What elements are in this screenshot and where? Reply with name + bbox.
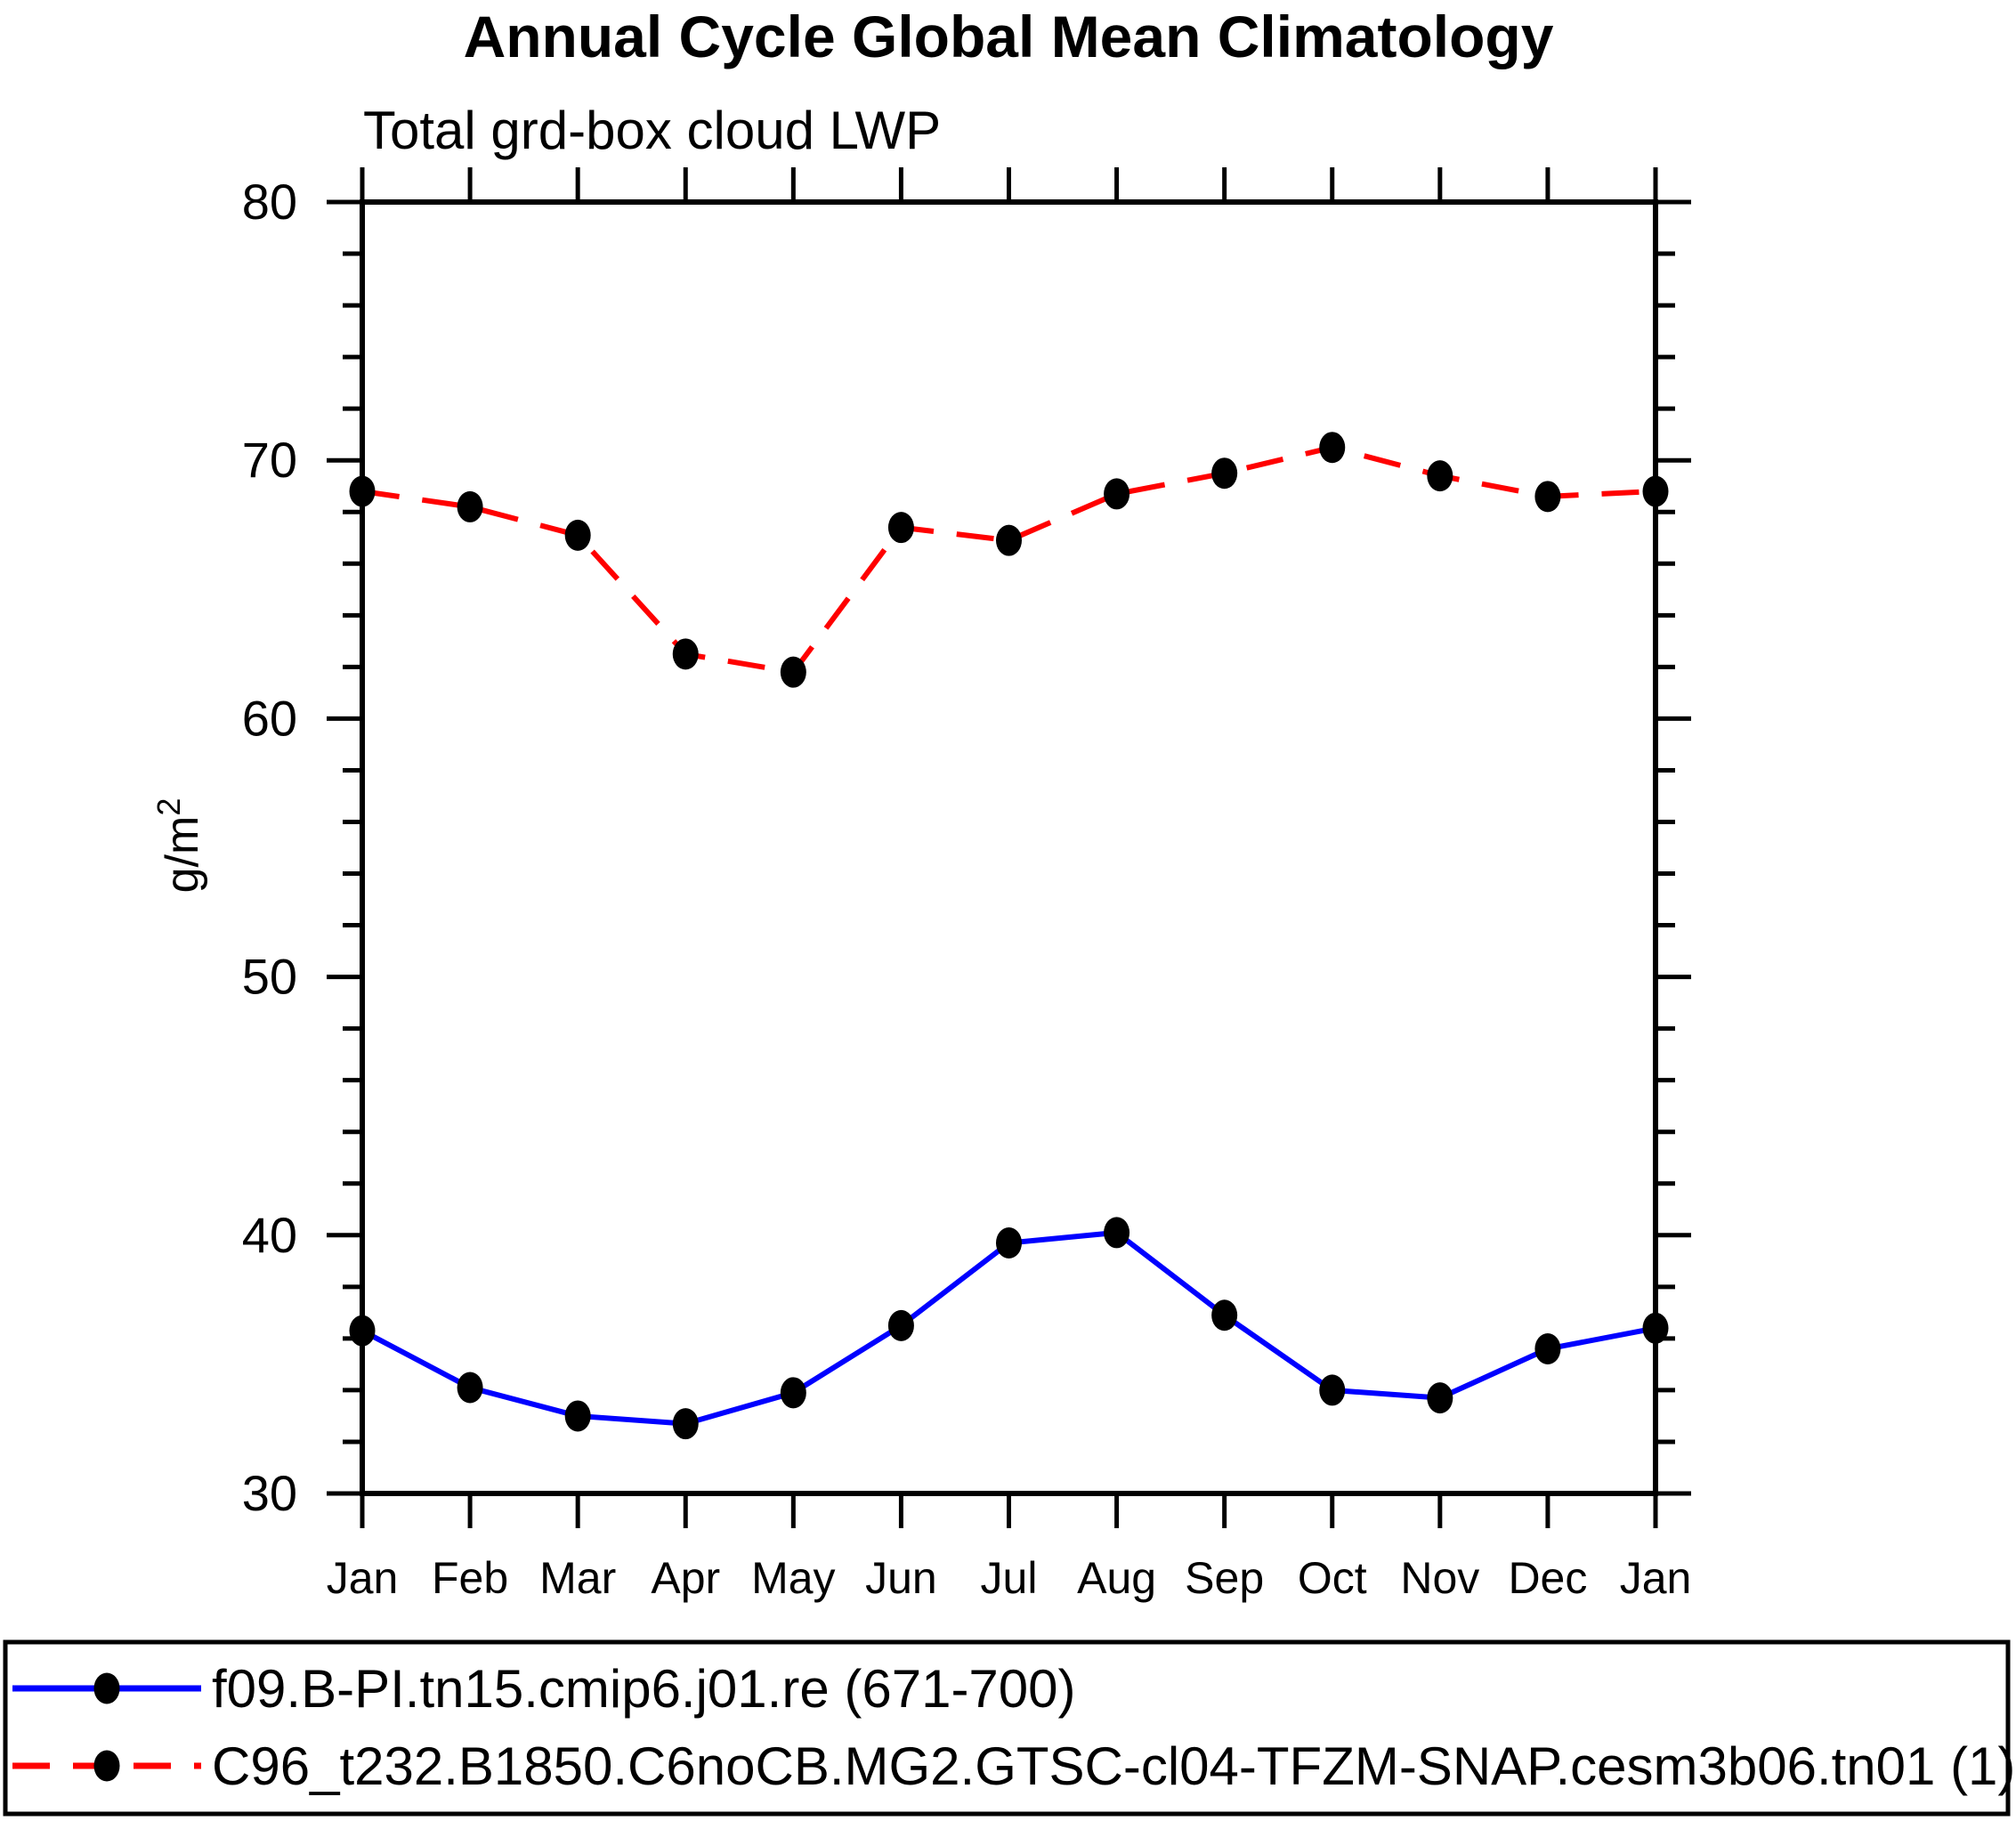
- legend-entry: f09.B-PI.tn15.cmip6.j01.re (671-700): [12, 1659, 1076, 1719]
- data-point-marker: [564, 1400, 591, 1432]
- legend-label: C96_t232.B1850.C6noCB.MG2.GTSC-cl04-TFZM…: [212, 1736, 2015, 1796]
- legend-marker-icon: [93, 1750, 120, 1782]
- legend-label: f09.B-PI.tn15.cmip6.j01.re (671-700): [212, 1659, 1076, 1719]
- x-axis-labels: Jan Feb Mar Apr May Jun Jul Aug Sep Oct Nov Dec Jan: [327, 1553, 1692, 1603]
- y-axis-unit-label: g/m2: [150, 798, 208, 894]
- data-point-marker: [457, 1372, 483, 1404]
- data-point-marker: [1319, 1374, 1346, 1406]
- x-tick-label: Jul: [981, 1553, 1038, 1603]
- data-point-marker: [1534, 481, 1561, 513]
- data-point-marker: [887, 1309, 914, 1341]
- data-point-marker: [1427, 1382, 1453, 1414]
- data-point-marker: [349, 1315, 376, 1347]
- data-point-marker: [1104, 1217, 1130, 1249]
- x-axis-ticks: [360, 167, 1658, 1528]
- plot-frame: [360, 199, 1658, 1496]
- y-tick-label: 80: [242, 174, 297, 230]
- y-tick-label: 30: [242, 1465, 297, 1521]
- data-point-marker: [672, 638, 699, 670]
- data-point-marker: [1211, 457, 1238, 490]
- x-tick-label: Jun: [865, 1553, 937, 1603]
- y-tick-label: 50: [242, 949, 297, 1005]
- data-point-marker: [996, 524, 1022, 556]
- y-axis-unit-base: g/m: [157, 816, 208, 894]
- x-tick-label: Sep: [1185, 1553, 1264, 1603]
- data-point-marker: [1642, 475, 1669, 507]
- legend-entry: C96_t232.B1850.C6noCB.MG2.GTSC-cl04-TFZM…: [12, 1736, 2015, 1796]
- series-line-solid: [360, 1229, 1656, 1427]
- data-point-marker: [457, 490, 483, 522]
- data-point-marker: [887, 512, 914, 544]
- data-point-marker: [780, 1377, 806, 1409]
- data-point-marker: [1642, 1312, 1669, 1344]
- x-tick-label: Oct: [1298, 1553, 1367, 1603]
- x-tick-label: Mar: [539, 1553, 616, 1603]
- y-tick-label: 70: [242, 432, 297, 488]
- data-point-marker: [672, 1408, 699, 1440]
- chart-subtitle: Total grd-box cloud LWP: [363, 101, 941, 160]
- y-tick-label: 60: [242, 690, 297, 746]
- data-point-marker: [1211, 1299, 1238, 1331]
- data-point-marker: [1319, 432, 1346, 464]
- data-point-marker: [780, 656, 806, 688]
- legend-marker-icon: [93, 1672, 120, 1704]
- x-tick-label: Jan: [327, 1553, 399, 1603]
- data-point-marker: [1427, 460, 1453, 492]
- data-point-marker: [996, 1227, 1022, 1259]
- x-tick-label: May: [751, 1553, 835, 1603]
- x-tick-label: Dec: [1508, 1553, 1587, 1603]
- data-series: [349, 432, 1669, 1440]
- legend: f09.B-PI.tn15.cmip6.j01.re (671-700) C96…: [3, 1639, 2015, 1817]
- y-axis-ticks: [327, 199, 1691, 1496]
- y-axis-unit-exponent: 2: [150, 798, 187, 816]
- x-tick-label: Feb: [432, 1553, 508, 1603]
- x-tick-label: Nov: [1400, 1553, 1479, 1603]
- x-tick-label: Aug: [1077, 1553, 1156, 1603]
- legend-box: [3, 1639, 2011, 1817]
- x-tick-label: Apr: [651, 1553, 720, 1603]
- data-point-marker: [1534, 1332, 1561, 1364]
- y-axis-labels: 30 40 50 60 70 80: [242, 174, 297, 1521]
- data-point-marker: [1104, 478, 1130, 510]
- data-point-marker: [564, 519, 591, 551]
- data-point-marker: [349, 475, 376, 507]
- chart-title: Annual Cycle Global Mean Climatology: [464, 4, 1554, 69]
- x-tick-label: Jan: [1620, 1553, 1692, 1603]
- series-line-dashed: [361, 444, 1656, 676]
- y-tick-label: 40: [242, 1207, 297, 1263]
